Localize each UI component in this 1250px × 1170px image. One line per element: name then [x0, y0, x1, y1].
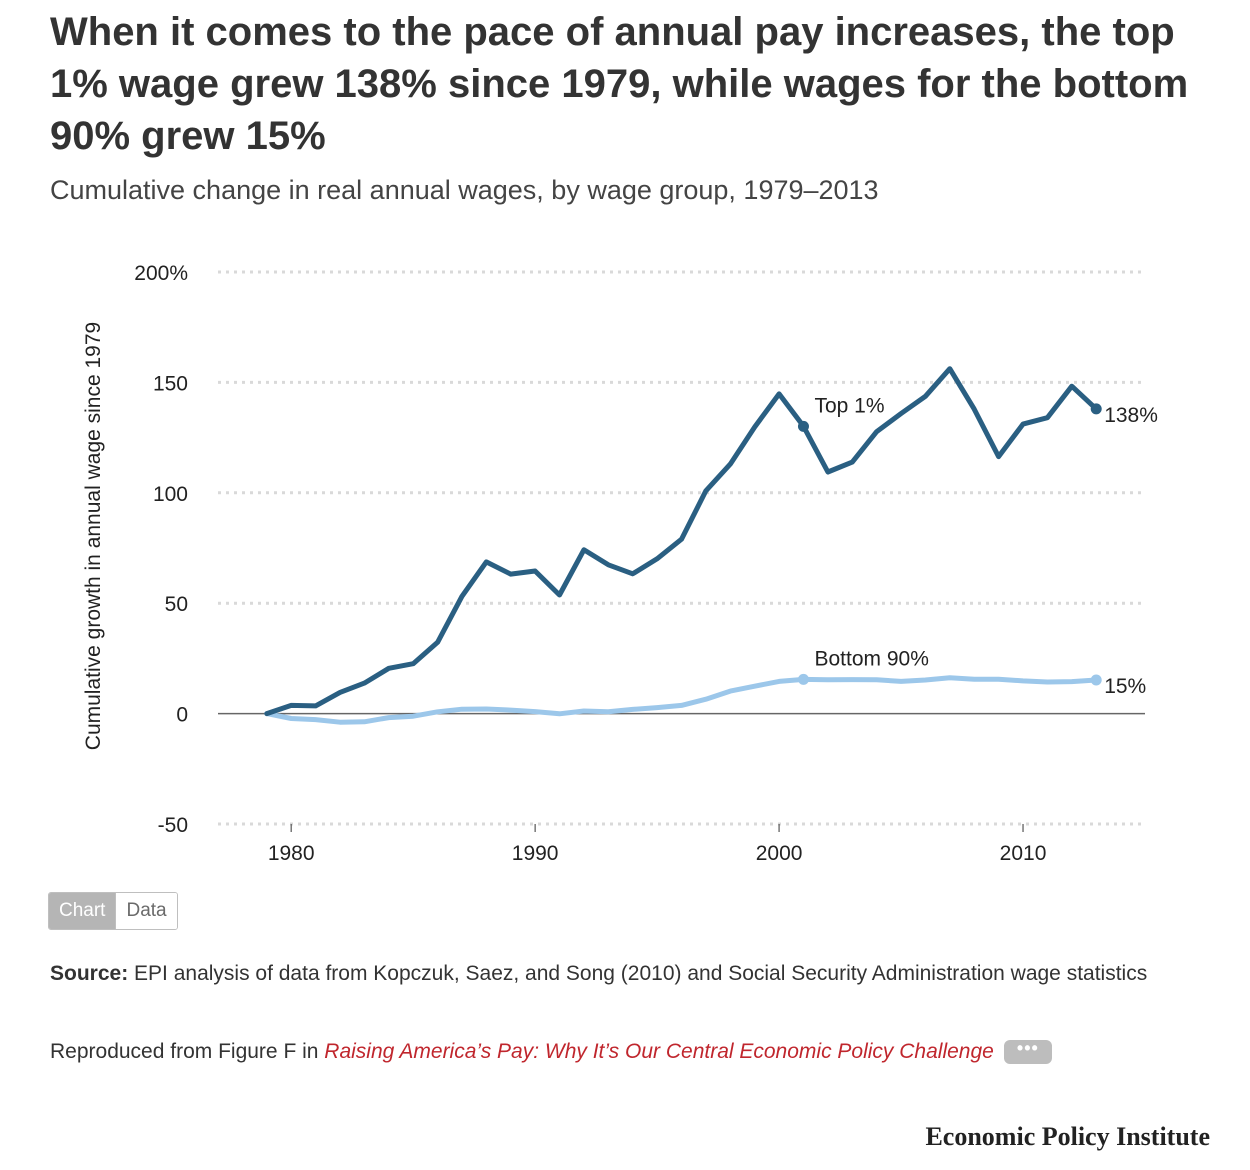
- series-label: Top 1%: [814, 394, 884, 417]
- x-tick-label: 2000: [756, 842, 803, 865]
- chart-data-toggle: Chart Data: [48, 892, 178, 930]
- y-tick-label: -50: [158, 814, 188, 837]
- label-layer: Top 1% 138% Bottom 90% 15%: [797, 394, 1158, 698]
- y-tick-label: 100: [153, 483, 188, 506]
- label-marker: [797, 673, 809, 685]
- y-tick-label: 50: [165, 593, 188, 616]
- end-value-label: 138%: [1104, 404, 1158, 427]
- chart-subhead: Cumulative change in real annual wages, …: [50, 175, 879, 205]
- y-axis-label: Cumulative growth in annual wage since 1…: [82, 322, 105, 750]
- x-tick-label: 1980: [268, 842, 315, 865]
- chart-tab-button[interactable]: Chart: [49, 893, 116, 929]
- grid-layer: [218, 270, 1145, 826]
- series-layer: [264, 366, 1099, 725]
- line-chart: -50 0 50 100 150 200% 1980 1990 2000 2010 Cumulati…: [82, 262, 1158, 865]
- source-label: Source:: [50, 962, 129, 985]
- y-tick-label: 200%: [134, 262, 188, 285]
- x-tick-label: 2010: [1000, 842, 1047, 865]
- series-label: Bottom 90%: [814, 647, 928, 670]
- end-marker: [1090, 674, 1102, 686]
- series-line: [264, 366, 1099, 717]
- source-text: EPI analysis of data from Kopczuk, Saez,…: [128, 962, 1148, 985]
- reproduced-prefix: Reproduced from Figure F in: [50, 1040, 325, 1063]
- chart-headline: When it comes to the pace of annual pay …: [50, 10, 1189, 158]
- data-tab-button[interactable]: Data: [115, 893, 177, 929]
- more-options-button[interactable]: •••: [1003, 1039, 1052, 1065]
- y-tick-label: 150: [153, 372, 188, 395]
- report-link[interactable]: Raising America’s Pay: Why It’s Our Cent…: [324, 1040, 994, 1063]
- source-note: Source: EPI analysis of data from Kopczu…: [50, 958, 1210, 990]
- reproduced-note: Reproduced from Figure F in Raising Amer…: [50, 1036, 1210, 1068]
- label-marker: [797, 420, 809, 432]
- end-value-label: 15%: [1104, 675, 1146, 698]
- y-tick-label: 0: [176, 704, 188, 727]
- axis-layer: -50 0 50 100 150 200% 1980 1990 2000 2010 Cumulati…: [82, 262, 1046, 865]
- end-marker: [1090, 403, 1102, 415]
- x-tick-label: 1990: [512, 842, 559, 865]
- epi-logo: Economic Policy Institute: [925, 1122, 1210, 1151]
- series-line: [264, 675, 1099, 725]
